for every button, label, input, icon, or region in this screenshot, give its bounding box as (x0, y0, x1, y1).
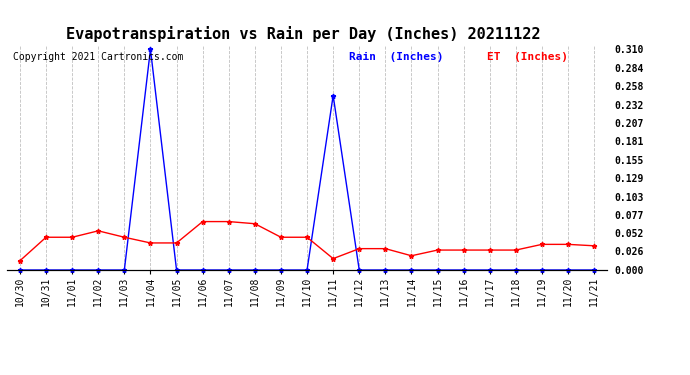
Text: Copyright 2021 Cartronics.com: Copyright 2021 Cartronics.com (13, 52, 184, 62)
Text: Evapotranspiration vs Rain per Day (Inches) 20211122: Evapotranspiration vs Rain per Day (Inch… (66, 26, 541, 42)
Text: Rain  (Inches): Rain (Inches) (349, 52, 444, 62)
Text: ET  (Inches): ET (Inches) (487, 52, 568, 62)
